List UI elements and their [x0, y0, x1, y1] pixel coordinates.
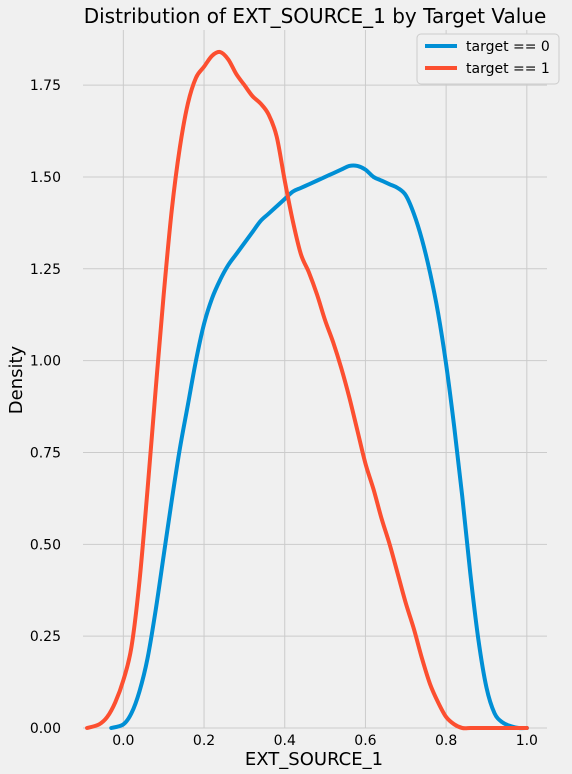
y-tick-label: 0.00: [30, 721, 61, 737]
y-tick-label: 0.25: [30, 629, 61, 645]
x-tick-label: 0.4: [274, 733, 296, 749]
y-tick-label: 1.00: [30, 354, 61, 370]
x-axis-label: EXT_SOURCE_1: [245, 749, 383, 770]
legend-label-target-0: target == 0: [466, 39, 550, 55]
x-tick-label: 0.0: [112, 733, 134, 749]
x-tick-label: 0.6: [354, 733, 376, 749]
chart-title: Distribution of EXT_SOURCE_1 by Target V…: [84, 4, 547, 28]
y-tick-label: 1.50: [30, 170, 61, 186]
x-tick-label: 0.8: [435, 733, 457, 749]
series-lines: [85, 49, 529, 731]
y-tick-label: 0.50: [30, 537, 61, 553]
x-tick-label: 1.0: [516, 733, 538, 749]
y-tick-label: 1.25: [30, 262, 61, 278]
y-tick-label: 0.75: [30, 445, 61, 461]
series-line-target-1: [85, 49, 529, 731]
tick-labels: 0.0 0.2 0.4 0.6 0.8 1.0 0.00 0.25 0.50 0.75 1.00 1.…: [30, 78, 538, 749]
y-axis-label: Density: [6, 345, 27, 414]
y-tick-label: 1.75: [30, 78, 61, 94]
legend-label-target-1: target == 1: [466, 61, 550, 77]
series-line-target-0: [109, 163, 529, 731]
x-tick-label: 0.2: [193, 733, 215, 749]
legend: target == 0 target == 1: [416, 33, 560, 85]
